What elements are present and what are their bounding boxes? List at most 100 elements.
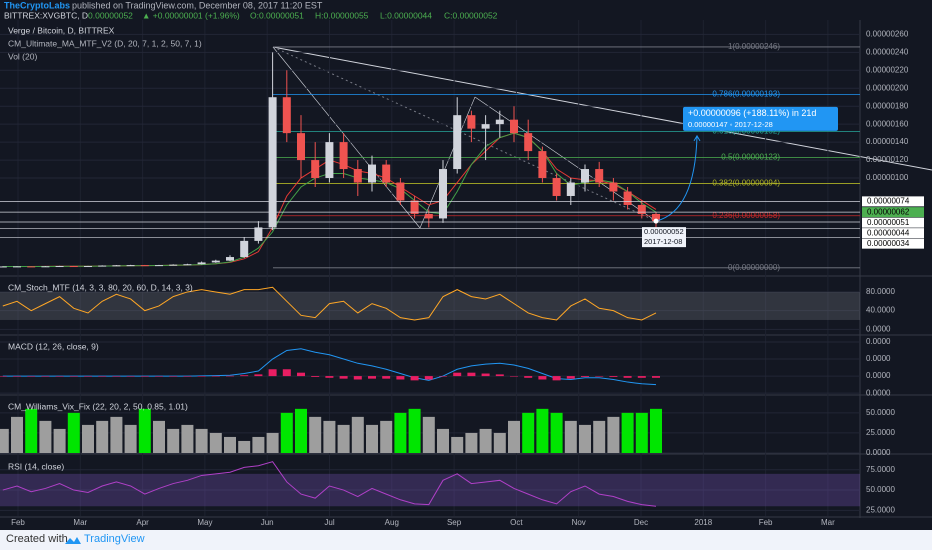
price-box-label: 0.00000062	[867, 207, 910, 216]
candle-body	[41, 266, 50, 268]
y-tick-label: 0.00000140	[866, 137, 909, 146]
histogram-bar	[169, 376, 178, 377]
candle-body	[368, 164, 376, 183]
created-with: Created with	[6, 533, 68, 545]
band	[0, 473, 860, 507]
histogram-bar	[69, 376, 78, 377]
logo	[65, 537, 81, 544]
candle-body	[339, 142, 348, 170]
candle-body	[183, 264, 192, 266]
y-tick-label: 0.0000	[866, 337, 891, 346]
histogram-bar	[126, 376, 135, 377]
candle-body	[84, 266, 92, 268]
candle-body	[112, 265, 121, 267]
candle-body	[581, 169, 589, 183]
histogram-bar	[311, 376, 320, 377]
indicator-label: Vol (20)	[8, 51, 37, 61]
histogram-bar	[368, 376, 376, 379]
low: L:0.00000044	[380, 10, 432, 20]
histogram-bar	[552, 376, 561, 381]
histogram-bar	[595, 376, 604, 377]
y-tick-label: 0.0000	[866, 448, 891, 457]
fib-label: 0.786(0.00000193)	[712, 90, 780, 99]
y-tick-label: 80.0000	[866, 287, 895, 296]
histogram-bar	[197, 376, 206, 377]
histogram-bar	[439, 376, 447, 377]
histogram-bar	[140, 376, 149, 377]
candle-body	[439, 169, 447, 219]
bar	[508, 420, 520, 453]
fib-label: 0.236(0.00000058)	[712, 211, 780, 220]
series-line	[2, 461, 657, 507]
candle-body	[538, 151, 547, 179]
bar	[181, 424, 194, 453]
projection-arrow	[655, 135, 698, 222]
bar	[110, 416, 123, 453]
candle-body	[453, 115, 462, 170]
time-label: Jun	[261, 518, 274, 527]
time-label: Mar	[73, 518, 87, 527]
series-line	[2, 286, 657, 321]
bar	[167, 428, 180, 453]
time-label: Mar	[821, 518, 835, 527]
bar	[408, 408, 421, 453]
y-tick-label: 0.0000	[866, 371, 891, 380]
fib-label: 1(0.00000246)	[728, 42, 780, 51]
y-tick-label: 0.00000260	[866, 29, 909, 38]
candle-body	[126, 265, 135, 267]
bar	[11, 416, 23, 453]
histogram-bar	[424, 376, 433, 380]
candle-body	[495, 119, 504, 125]
bar	[67, 412, 80, 453]
bar	[550, 412, 563, 453]
y-tick-label: 0.00000120	[866, 155, 909, 164]
candle-body	[13, 266, 21, 268]
candle-body	[69, 266, 78, 268]
bar	[25, 408, 38, 453]
author: TheCryptoLabs	[4, 0, 70, 10]
bar	[579, 424, 591, 453]
histogram-bar	[524, 376, 533, 378]
histogram-bar	[652, 376, 660, 378]
candle-body	[552, 178, 561, 196]
histogram-bar	[339, 376, 348, 379]
fib-label: 0(0.00000000)	[728, 263, 780, 272]
histogram-bar	[27, 376, 36, 377]
bar	[536, 408, 549, 453]
candle-body	[98, 265, 107, 267]
time-label: Feb	[759, 518, 773, 527]
pane-title: Verge / Bitcoin, D, BITTREX	[8, 25, 115, 35]
bar	[39, 420, 52, 453]
histogram-bar	[495, 374, 504, 377]
symbol: BITTREX:XVGBTC, D	[4, 10, 88, 20]
candle-body	[282, 97, 291, 134]
bar	[252, 436, 265, 453]
price-box-label: 0.00000044	[867, 228, 910, 237]
price-box-label: 0.00000074	[867, 196, 910, 205]
histogram-bar	[467, 372, 476, 377]
histogram-bar	[211, 375, 220, 377]
bar	[124, 424, 137, 453]
histogram-bar	[510, 376, 518, 377]
histogram-bar	[453, 372, 462, 377]
y-tick-label: 0.0000	[866, 324, 891, 333]
bar	[635, 412, 648, 453]
swing-line	[272, 46, 421, 229]
time-label: May	[197, 518, 212, 527]
arrow-head	[693, 134, 701, 142]
y-tick-label: 0.00000180	[866, 101, 909, 110]
candle-body	[481, 124, 490, 129]
indicator-label: CM_Ultimate_MA_MTF_V2 (D, 20, 7, 1, 2, 5…	[8, 38, 202, 48]
histogram-bar	[325, 376, 334, 378]
candle-body	[169, 264, 178, 266]
projection-detail: 0.00000147 ◦ 2017-12-28	[688, 120, 773, 129]
histogram-bar	[226, 375, 234, 377]
brand[interactable]: TradingView	[84, 533, 145, 545]
bar	[309, 416, 322, 453]
bar	[422, 416, 435, 453]
bar	[96, 420, 109, 453]
candle-body	[311, 160, 320, 179]
candle-body	[211, 260, 220, 263]
histogram-bar	[353, 376, 362, 380]
y-tick-label: 25.0000	[866, 428, 895, 437]
